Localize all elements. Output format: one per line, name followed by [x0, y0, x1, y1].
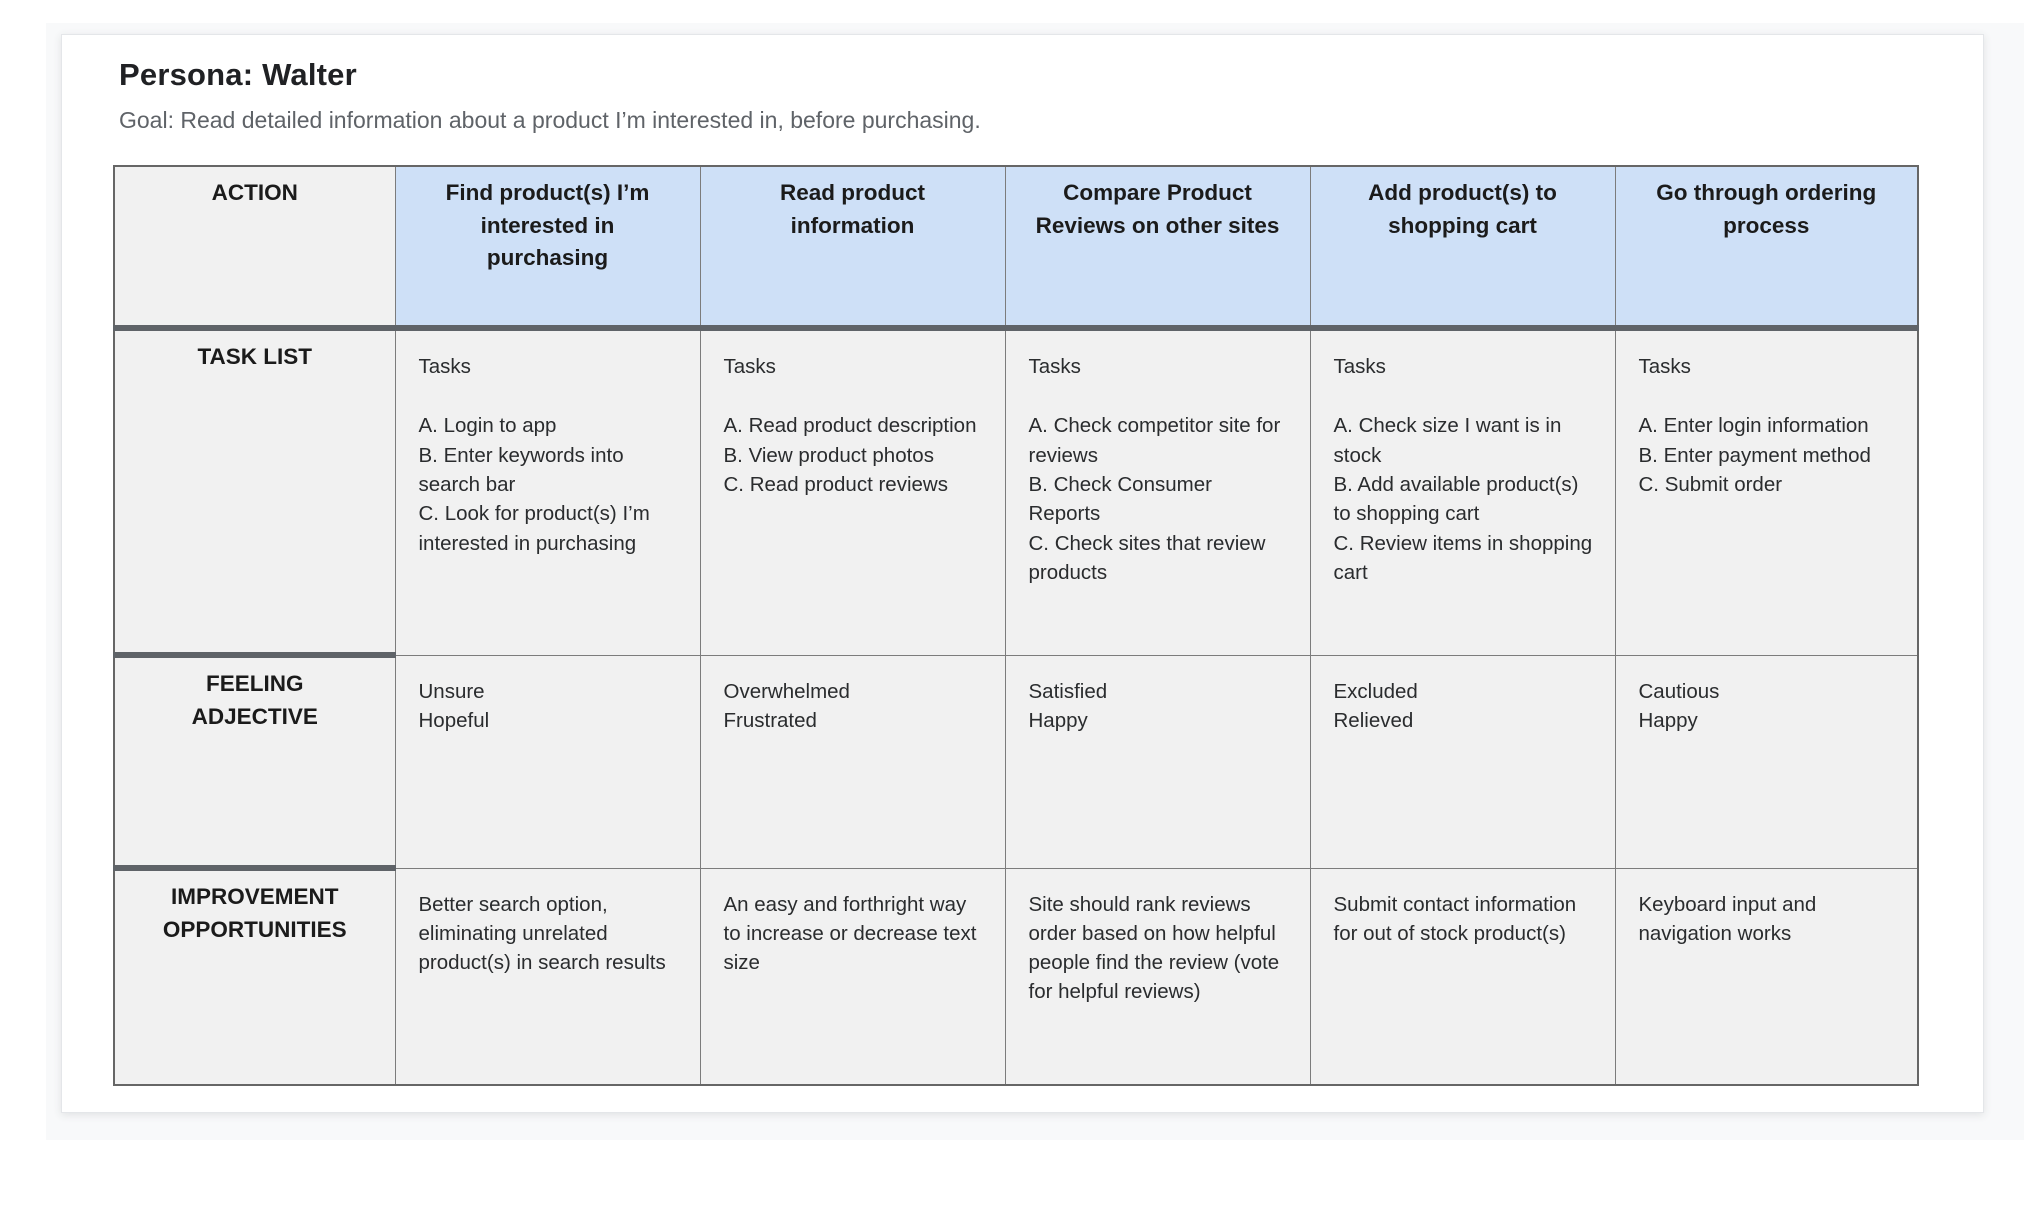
- tasks-heading: Tasks: [1333, 355, 1386, 378]
- feeling-word: Happy: [1028, 708, 1088, 732]
- task-line: B. Check Consumer Reports: [1028, 472, 1212, 526]
- task-list-row: TASK LIST Tasks A. Login to app B. Enter…: [113, 327, 1919, 658]
- task-line: B. Add available product(s) to shopping …: [1333, 472, 1579, 526]
- feeling-word: Excluded: [1333, 679, 1418, 703]
- improvement-cell: An easy and forthright way to increase o…: [699, 867, 1006, 1086]
- task-line: C. Submit order: [1638, 472, 1783, 496]
- feeling-word: Unsure: [418, 679, 485, 703]
- feeling-cell: Excluded Relieved: [1309, 654, 1616, 869]
- task-line: A. Check size I want is in stock: [1333, 414, 1562, 467]
- improvement-cell: Site should rank reviews order based on …: [1004, 867, 1311, 1086]
- task-line: C. Read product reviews: [723, 472, 948, 496]
- task-cell: Tasks A. Read product description B. Vie…: [699, 327, 1006, 656]
- improvement-cell: Keyboard input and navigation works: [1614, 867, 1919, 1086]
- task-line: A. Login to app: [418, 414, 557, 438]
- feeling-word: Happy: [1638, 708, 1698, 732]
- column-header-ordering-process: Go through ordering process: [1614, 165, 1919, 331]
- feeling-word: Satisfied: [1028, 679, 1108, 703]
- tasks-heading: Tasks: [1028, 355, 1081, 378]
- feeling-word: Overwhelmed: [723, 679, 850, 703]
- task-line: B. Enter payment method: [1638, 443, 1871, 467]
- tasks-heading: Tasks: [1638, 355, 1691, 378]
- persona-card: Persona: Walter Goal: Read detailed info…: [61, 34, 1984, 1113]
- feeling-word: Cautious: [1638, 679, 1720, 703]
- task-line: A. Read product description: [723, 414, 977, 438]
- tasks-heading: Tasks: [723, 355, 776, 378]
- header-row: ACTION Find product(s) I’m interested in…: [113, 165, 1919, 331]
- feeling-word: Frustrated: [723, 708, 817, 732]
- column-header-compare-reviews: Compare Product Reviews on other sites: [1004, 165, 1311, 331]
- task-cell: Tasks A. Check competitor site for revie…: [1004, 327, 1311, 656]
- task-line: C. Check sites that review products: [1028, 531, 1266, 584]
- improvement-cell: Submit contact information for out of st…: [1309, 867, 1616, 1086]
- column-header-find-products: Find product(s) I’m interested in purcha…: [394, 165, 701, 331]
- feeling-cell: Cautious Happy: [1614, 654, 1919, 869]
- task-cell: Tasks A. Enter login information B. Ente…: [1614, 327, 1919, 656]
- task-line: C. Look for product(s) I’m interested in…: [418, 502, 650, 555]
- column-header-read-info: Read product information: [699, 165, 1006, 331]
- column-header-add-to-cart: Add product(s) to shopping cart: [1309, 165, 1616, 331]
- page-title: Persona: Walter: [119, 57, 357, 92]
- row-label-task-list: TASK LIST: [113, 327, 396, 658]
- feeling-cell: Satisfied Happy: [1004, 654, 1311, 869]
- task-line: B. View product photos: [723, 443, 934, 467]
- improvement-cell: Better search option, eliminating unrela…: [394, 867, 701, 1086]
- row-label-feeling: FEELING ADJECTIVE: [113, 654, 396, 871]
- task-line: A. Check competitor site for reviews: [1028, 414, 1281, 467]
- task-cell: Tasks A. Check size I want is in stock B…: [1309, 327, 1616, 656]
- feeling-cell: Unsure Hopeful: [394, 654, 701, 869]
- tasks-heading: Tasks: [418, 355, 471, 378]
- canvas-background: Persona: Walter Goal: Read detailed info…: [46, 23, 2024, 1140]
- task-line: B. Enter keywords into search bar: [418, 443, 624, 496]
- row-label-action: ACTION: [113, 165, 396, 331]
- feeling-word: Hopeful: [418, 708, 490, 732]
- task-line: C. Review items in shopping cart: [1333, 531, 1593, 584]
- task-cell: Tasks A. Login to app B. Enter keywords …: [394, 327, 701, 656]
- feeling-cell: Overwhelmed Frustrated: [699, 654, 1006, 869]
- row-label-improvement: IMPROVEMENT OPPORTUNITIES: [113, 867, 396, 1086]
- persona-goal: Goal: Read detailed information about a …: [119, 107, 981, 133]
- improvement-opportunities-row: IMPROVEMENT OPPORTUNITIES Better search …: [113, 867, 1919, 1086]
- task-line: A. Enter login information: [1638, 414, 1869, 438]
- feeling-word: Relieved: [1333, 708, 1414, 732]
- feeling-adjective-row: FEELING ADJECTIVE Unsure Hopeful Overwhe…: [113, 654, 1919, 871]
- journey-map-table: ACTION Find product(s) I’m interested in…: [113, 165, 1919, 1086]
